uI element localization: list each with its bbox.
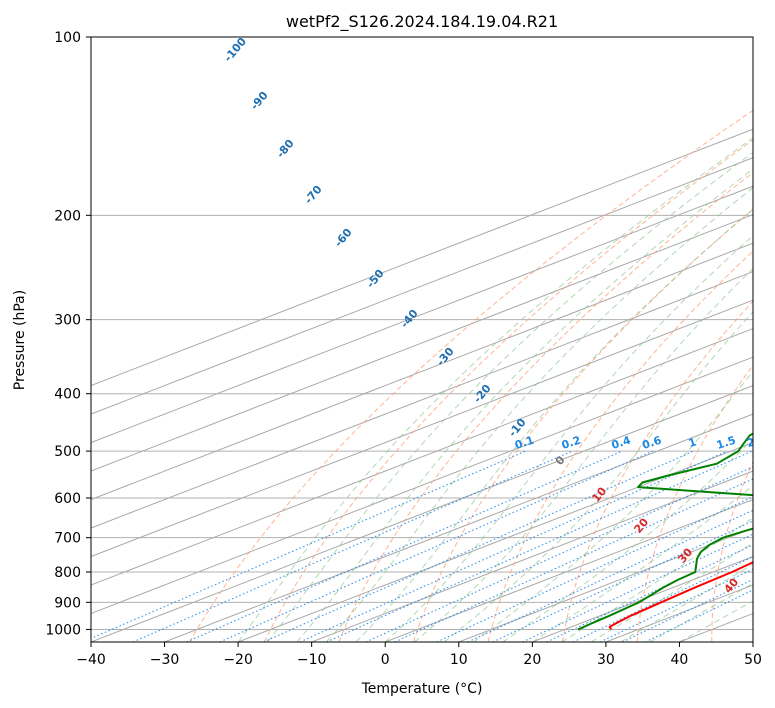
x-tick-label: 30 xyxy=(597,652,615,668)
isotherm-line xyxy=(311,470,753,642)
grid-layer xyxy=(91,37,753,642)
isotherm-line xyxy=(91,328,753,586)
moist-adiabat-line xyxy=(620,563,753,642)
moist-adiabat-line xyxy=(561,517,753,642)
dry-adiabat-label: -40 xyxy=(398,307,421,331)
chart-title: wetPf2_S126.2024.184.19.04.R21 xyxy=(286,12,558,32)
mixing-ratio-label: 1.5 xyxy=(715,434,738,452)
x-tick-label: 10 xyxy=(450,652,468,668)
mixing-ratio-line xyxy=(492,520,753,642)
mixing-ratio-line xyxy=(645,589,753,642)
mixing-ratio-line xyxy=(299,450,728,642)
isotherm-line xyxy=(237,442,753,642)
dry-adiabat-label: -70 xyxy=(302,183,325,207)
x-tick-label: −10 xyxy=(297,652,327,668)
dry-adiabat-label: -50 xyxy=(364,267,387,291)
dry-adiabat-label: -60 xyxy=(332,226,355,250)
moist-adiabat-line xyxy=(473,370,753,642)
isotherm-line xyxy=(91,214,753,472)
dry-adiabat-line xyxy=(636,364,753,642)
mixing-ratio-line xyxy=(522,533,753,642)
dry-adiabat-label: -100 xyxy=(221,35,249,65)
isotherm-line xyxy=(458,527,753,642)
mixing-ratio-label: 0.2 xyxy=(560,434,583,452)
y-axis-label: Pressure (hPa) xyxy=(12,290,28,390)
mixing-ratio-line xyxy=(132,450,573,642)
adiabat-layer xyxy=(91,109,753,642)
y-tick-label: 800 xyxy=(54,565,81,581)
moist-adiabat-line xyxy=(355,208,753,642)
dry-adiabat-label: -80 xyxy=(274,137,297,161)
line-label-layer: 0.10.20.40.611.52346810131620253036-100-… xyxy=(221,35,756,596)
isotherm-line xyxy=(164,413,753,642)
isotherm-line xyxy=(91,185,753,444)
x-tick-label: 40 xyxy=(671,652,689,668)
moist-adiabat-line xyxy=(502,437,753,642)
isotherm-line xyxy=(91,128,753,387)
dry-adiabat-line xyxy=(562,300,753,642)
x-tick-label: −40 xyxy=(76,652,106,668)
temperature-profile-line xyxy=(608,561,753,630)
dewpoint-profile-line xyxy=(577,432,753,631)
y-tick-label: 1000 xyxy=(45,622,81,638)
moist-adiabat-line xyxy=(237,137,753,642)
mixing-ratio-label: 2 xyxy=(745,435,756,450)
dry-adiabat-line xyxy=(413,208,753,642)
y-tick-label: 300 xyxy=(54,313,81,329)
y-tick-label: 500 xyxy=(54,444,81,460)
x-tick-label: 50 xyxy=(744,652,762,668)
moist-adiabat-line xyxy=(267,151,753,642)
tick-layer: −40 −30 −20 −10 0 10 20 30 40 5010020030040050060… xyxy=(45,30,762,668)
moist-adiabat-line xyxy=(414,267,753,642)
dry-adiabat-label: 20 xyxy=(631,515,651,535)
mixing-ratio-line xyxy=(263,450,694,642)
mixing-ratio-line xyxy=(546,544,753,642)
y-tick-label: 400 xyxy=(54,387,81,403)
y-tick-label: 600 xyxy=(54,491,81,507)
dry-adiabat-line xyxy=(338,171,753,642)
moist-adiabat-line xyxy=(296,168,753,642)
x-tick-label: 0 xyxy=(381,652,390,668)
dry-adiabat-line xyxy=(711,460,753,642)
dry-adiabat-label: 10 xyxy=(589,484,609,504)
moist-adiabat-line xyxy=(649,582,753,642)
y-tick-label: 700 xyxy=(54,531,81,547)
mixing-ratio-line xyxy=(365,466,753,642)
isotherm-line xyxy=(91,299,753,558)
isotherm-line xyxy=(752,641,753,642)
mixing-ratio-line xyxy=(436,496,753,642)
x-tick-label: −30 xyxy=(150,652,180,668)
series-layer xyxy=(577,432,753,631)
mixing-ratio-label: 1 xyxy=(687,435,698,450)
mixing-ratio-line xyxy=(467,509,753,642)
y-tick-label: 900 xyxy=(54,595,81,611)
isotherm-line xyxy=(91,242,753,501)
dry-adiabat-line xyxy=(189,109,753,642)
mixing-ratio-line xyxy=(219,450,654,642)
mixing-ratio-line xyxy=(326,450,753,642)
mixing-ratio-line xyxy=(91,450,526,640)
isotherm-line xyxy=(91,356,753,615)
isotherm-line xyxy=(91,157,753,415)
y-tick-label: 200 xyxy=(54,208,81,224)
dry-adiabat-label: 0 xyxy=(553,453,568,467)
x-tick-label: 20 xyxy=(523,652,541,668)
x-axis-label: Temperature (°C) xyxy=(361,681,483,697)
x-tick-label: −20 xyxy=(223,652,253,668)
isotherm-line xyxy=(91,271,753,529)
moist-adiabat-line xyxy=(384,235,753,642)
dry-adiabat-label: -90 xyxy=(248,89,271,113)
mixing-ratio-label: 0.4 xyxy=(610,433,633,451)
moist-adiabat-line xyxy=(326,187,753,642)
dry-adiabat-line xyxy=(487,250,753,642)
plot-frame xyxy=(90,36,754,643)
y-tick-label: 100 xyxy=(54,30,81,46)
mixing-ratio-label: 0.6 xyxy=(641,433,664,451)
isotherm-line xyxy=(385,499,753,642)
mixing-ratio-line xyxy=(394,478,753,642)
mixing-ratio-label: 0.1 xyxy=(513,434,536,452)
isotherm-line xyxy=(91,385,753,642)
mixing-ratio-line xyxy=(599,568,753,642)
